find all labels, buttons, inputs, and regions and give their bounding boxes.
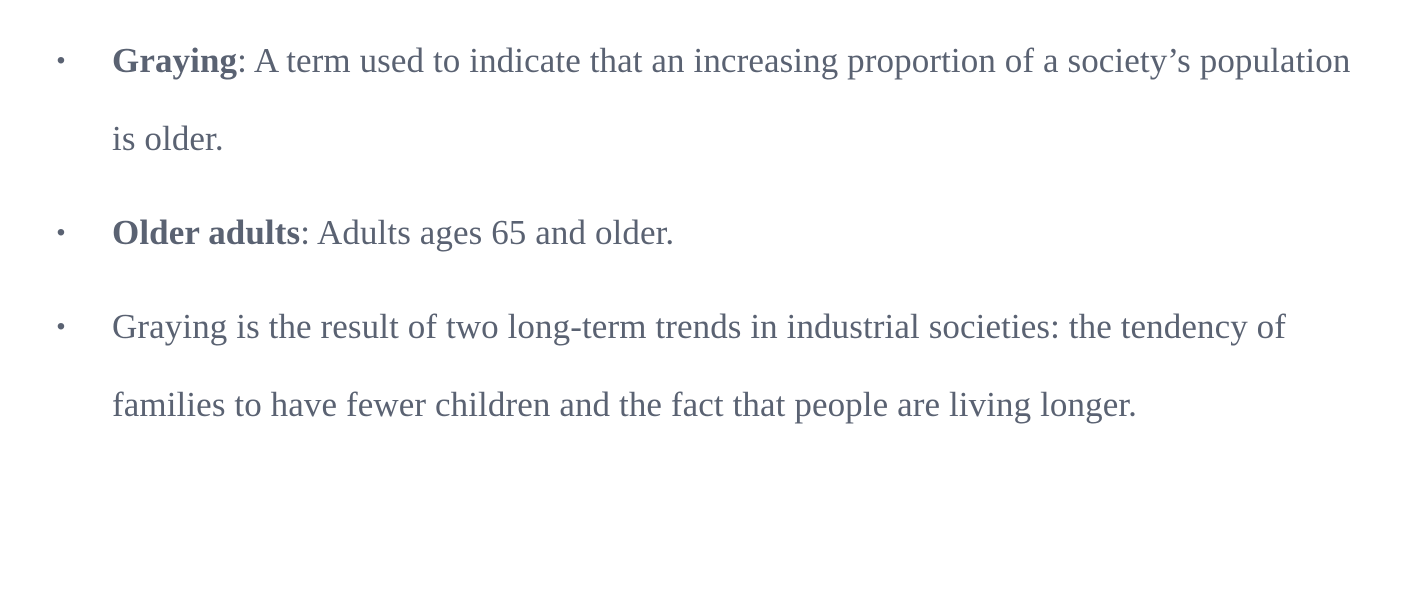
definition-body: : Adults ages 65 and older. xyxy=(300,213,675,252)
bullet-icon: • xyxy=(56,47,66,74)
term-label: Older adults xyxy=(112,213,301,252)
paragraph-text: Graying is the result of two long-term t… xyxy=(112,307,1287,424)
definition-text: Older adults: Adults ages 65 and older. xyxy=(112,194,1382,272)
bullet-icon: • xyxy=(56,313,66,340)
bullet-icon: • xyxy=(56,219,66,246)
term-label: Graying xyxy=(112,41,238,80)
definition-text: Graying: A term used to indicate that an… xyxy=(112,22,1382,178)
definition-body: : A term used to indicate that an increa… xyxy=(112,41,1351,158)
